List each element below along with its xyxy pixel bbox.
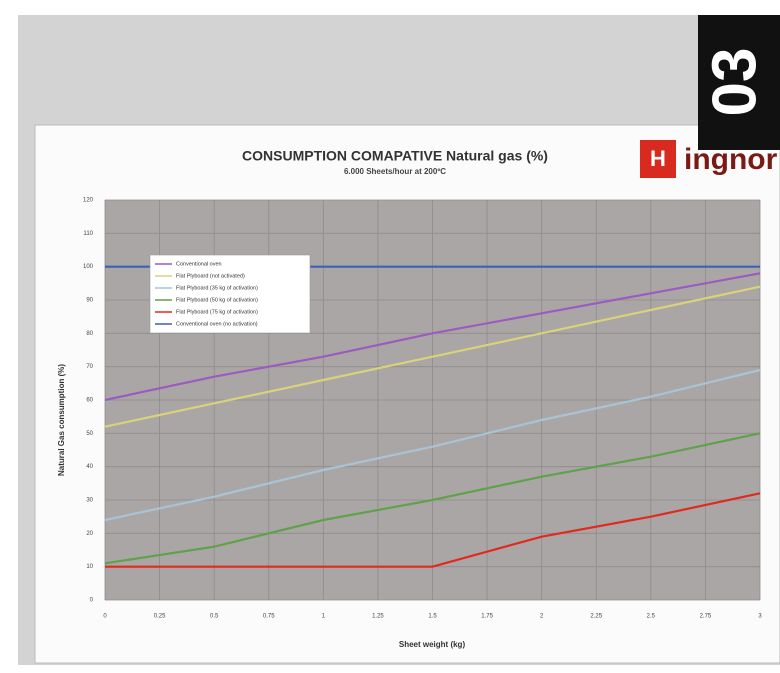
chart-title: CONSUMPTION COMAPATIVE Natural gas (%) xyxy=(242,148,548,164)
x-tick-label: 1.75 xyxy=(481,614,493,620)
legend-box xyxy=(149,254,311,334)
x-tick-label: 2 xyxy=(540,614,544,620)
legend-label: Conventional oven (no activation) xyxy=(176,321,258,327)
logo-glyph: H xyxy=(650,146,666,171)
logo-mark xyxy=(640,140,676,178)
x-tick-label: 0.25 xyxy=(154,614,166,620)
x-tick-label: 3 xyxy=(758,614,762,620)
legend-label: Flat Plyboard (50 kg of activation) xyxy=(176,297,258,303)
y-tick-label: 50 xyxy=(86,431,93,437)
y-tick-label: 10 xyxy=(86,564,93,570)
y-tick-label: 20 xyxy=(86,531,93,537)
x-tick-label: 1.5 xyxy=(428,614,437,620)
x-axis-label: Sheet weight (kg) xyxy=(399,640,466,649)
series-line xyxy=(104,368,761,522)
y-tick-label: 110 xyxy=(83,231,93,237)
y-tick-label: 90 xyxy=(86,298,93,304)
x-tick-label: 0.5 xyxy=(210,614,219,620)
legend-label: Flat Plyboard (not activated) xyxy=(176,273,245,279)
x-tick-label: 1 xyxy=(322,614,326,620)
legend-label: Flat Plyboard (75 kg of activation) xyxy=(176,309,258,315)
series-line xyxy=(104,285,761,428)
y-tick-label: 0 xyxy=(90,598,94,604)
y-axis-label: Natural Gas consumption (%) xyxy=(57,364,66,476)
y-tick-label: 100 xyxy=(83,264,94,270)
series-line xyxy=(104,432,761,565)
logo-text: ingnor xyxy=(684,143,778,176)
y-tick-label: 40 xyxy=(86,464,93,470)
legend-label: Flat Plyboard (35 kg of activation) xyxy=(176,285,258,291)
y-tick-label: 70 xyxy=(86,364,93,370)
y-tick-label: 120 xyxy=(83,198,94,204)
chart-subtitle: 6.000 Sheets/hour at 200ºC xyxy=(344,167,446,176)
y-tick-label: 60 xyxy=(86,398,93,404)
x-tick-label: 1.25 xyxy=(372,614,384,620)
x-tick-label: 2.75 xyxy=(700,614,712,620)
y-tick-label: 30 xyxy=(86,498,93,504)
x-tick-label: 0 xyxy=(103,614,107,620)
x-tick-label: 0.75 xyxy=(263,614,275,620)
legend-label: Conventional oven xyxy=(176,261,222,267)
x-tick-label: 2.5 xyxy=(647,614,656,620)
series-line xyxy=(105,492,761,568)
badge: 03 xyxy=(700,48,769,117)
x-tick-label: 2.25 xyxy=(590,614,602,620)
y-tick-label: 80 xyxy=(86,331,93,337)
series-line xyxy=(104,272,761,402)
badge-box xyxy=(698,15,780,150)
